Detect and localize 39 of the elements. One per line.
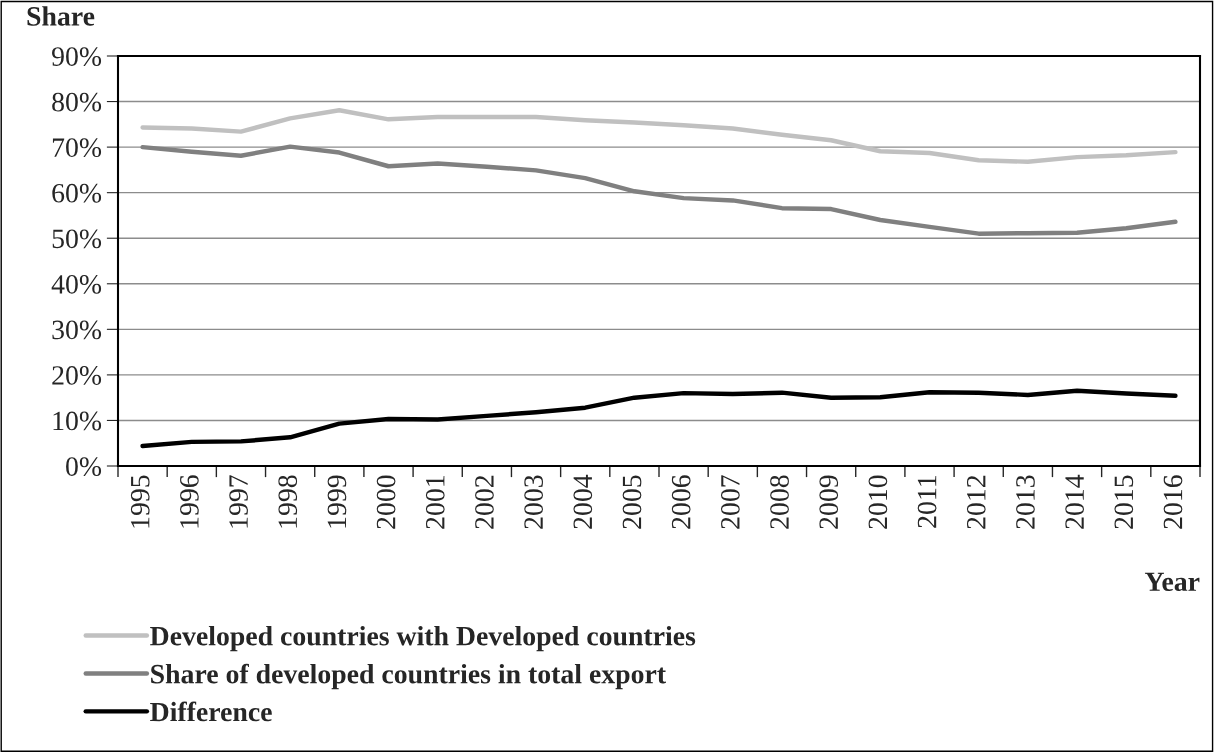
x-tick-label: 2009 (819, 475, 839, 529)
y-tick-label: 10% (53, 411, 102, 431)
line-series (140, 388, 1178, 449)
y-tick-label: 70% (52, 138, 102, 158)
y-axis-title: Share (27, 6, 95, 26)
x-tick-label: 1999 (327, 475, 347, 528)
legend-label: Developed countries with Developed countries (150, 625, 696, 652)
y-tick-label: 80% (52, 92, 102, 112)
y-tick-label: 30% (52, 320, 102, 340)
legend-label: Difference (150, 701, 272, 722)
x-tick-label: 1995 (130, 475, 150, 528)
x-tick-label: 2004 (573, 474, 593, 529)
y-tick-label: 40% (51, 274, 102, 294)
y-tick-label: 0% (66, 457, 102, 476)
x-tick-label: 2012 (966, 475, 986, 529)
x-axis-title: Year (1144, 572, 1200, 592)
x-tick-label: 2000 (376, 475, 396, 529)
x-tick-label: 1996 (180, 475, 199, 528)
x-tick-label: 2011 (917, 476, 937, 528)
x-tick-label: 2010 (868, 475, 888, 529)
x-tick-label: 2007 (720, 475, 740, 529)
y-tick-label: 20% (52, 366, 102, 385)
x-tick-label: 2003 (524, 475, 543, 529)
x-tick-label: 2013 (1016, 475, 1035, 529)
x-tick-label: 2005 (622, 475, 642, 529)
line-series (140, 107, 1178, 164)
y-tick-label: 90% (52, 47, 102, 66)
x-tick-label: 2001 (425, 476, 445, 529)
x-tick-label: 2006 (671, 475, 691, 529)
x-tick-label: 2008 (770, 475, 789, 529)
y-tick-label: 50% (52, 229, 102, 249)
y-tick-label: 60% (52, 183, 102, 203)
x-tick-label: 2015 (1114, 475, 1134, 529)
x-tick-label: 2002 (475, 475, 494, 529)
x-tick-label: 2016 (1163, 475, 1183, 529)
x-tick-label: 1998 (278, 475, 298, 528)
legend-label: Share of developed countries in total export (151, 663, 666, 690)
x-tick-label: 2014 (1065, 474, 1084, 529)
x-tick-label: 1997 (229, 475, 248, 528)
